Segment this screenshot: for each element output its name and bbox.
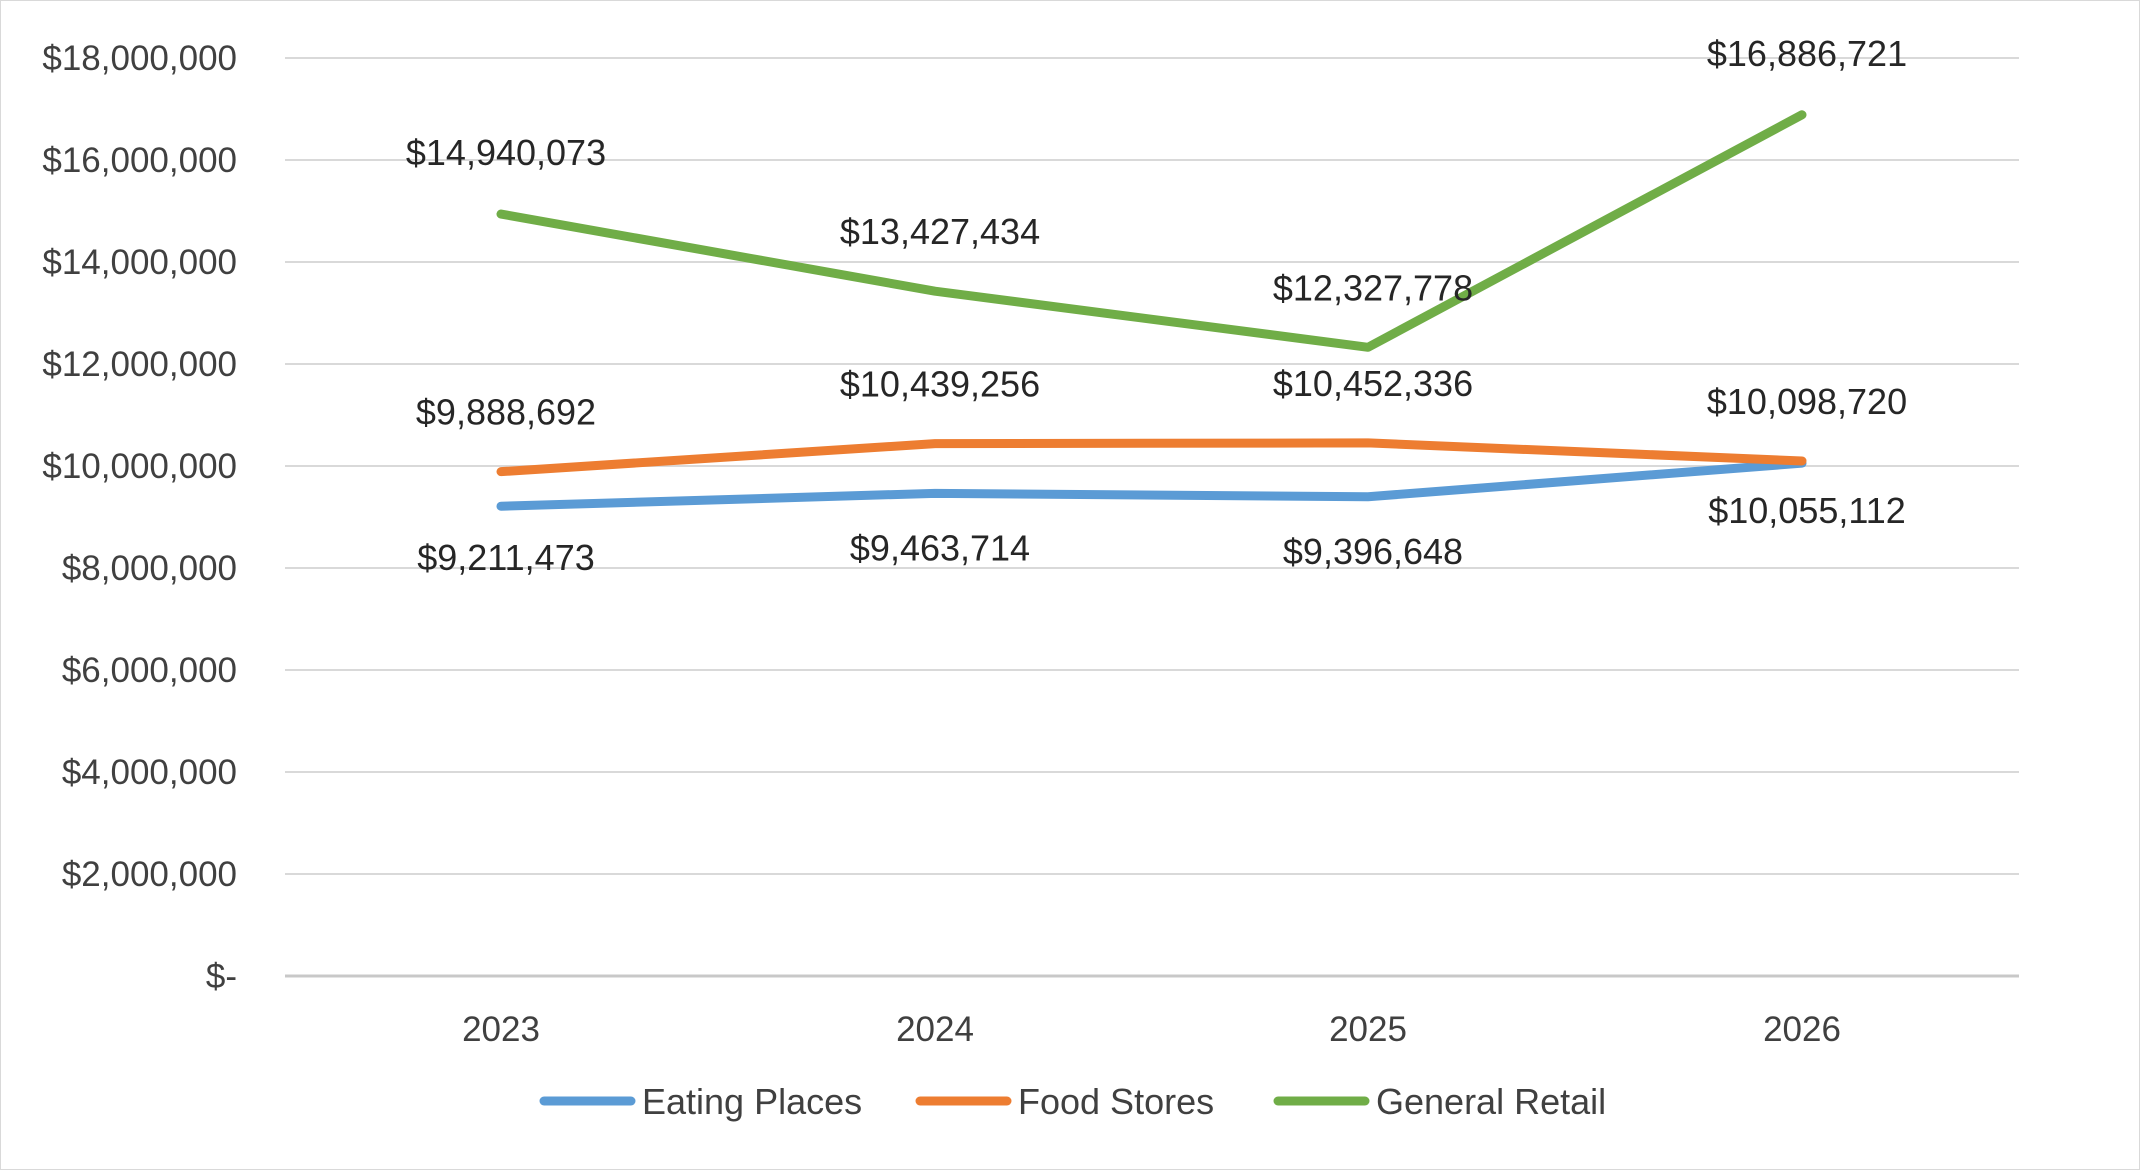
data-label: $9,211,473 [417,537,595,578]
x-tick-label: 2024 [896,1010,974,1049]
series-line-eating-places [501,463,1802,506]
y-tick-label: $16,000,000 [42,141,237,180]
y-tick-label: $10,000,000 [42,447,237,486]
y-tick-label: $2,000,000 [62,855,237,894]
legend-label: General Retail [1376,1081,1606,1122]
data-label: $14,940,073 [406,132,606,173]
y-tick-label: $12,000,000 [42,345,237,384]
y-tick-label: $- [206,957,237,996]
data-label: $9,396,648 [1283,531,1463,572]
legend-label: Eating Places [642,1081,862,1122]
y-tick-label: $8,000,000 [62,549,237,588]
data-label: $12,327,778 [1273,267,1473,308]
data-label: $13,427,434 [840,211,1040,252]
data-label: $10,439,256 [840,364,1040,405]
data-label: $9,463,714 [850,527,1030,568]
data-label: $16,886,721 [1707,33,1907,74]
data-label: $10,055,112 [1708,490,1906,531]
x-tick-label: 2025 [1329,1010,1407,1049]
legend-label: Food Stores [1018,1081,1214,1122]
x-axis-tick-labels: 2023 2024 2025 2026 [462,1010,1841,1049]
data-label: $9,888,692 [416,392,596,433]
legend-item-eating-places: Eating Places [544,1081,862,1122]
y-tick-label: $18,000,000 [42,39,237,78]
y-tick-label: $4,000,000 [62,753,237,792]
series-lines [501,115,1802,507]
x-tick-label: 2023 [462,1010,540,1049]
y-axis-tick-labels: $- $2,000,000 $4,000,000 $6,000,000 $8,000,0… [42,39,237,996]
x-tick-label: 2026 [1763,1010,1841,1049]
legend: Eating Places Food Stores General Retail [544,1081,1606,1122]
series-line-food-stores [501,443,1802,472]
legend-item-food-stores: Food Stores [920,1081,1214,1122]
legend-item-general-retail: General Retail [1278,1081,1606,1122]
data-label: $10,452,336 [1273,363,1473,404]
y-tick-label: $6,000,000 [62,651,237,690]
y-tick-label: $14,000,000 [42,243,237,282]
series-line-general-retail [501,115,1802,348]
data-label: $10,098,720 [1707,381,1907,422]
